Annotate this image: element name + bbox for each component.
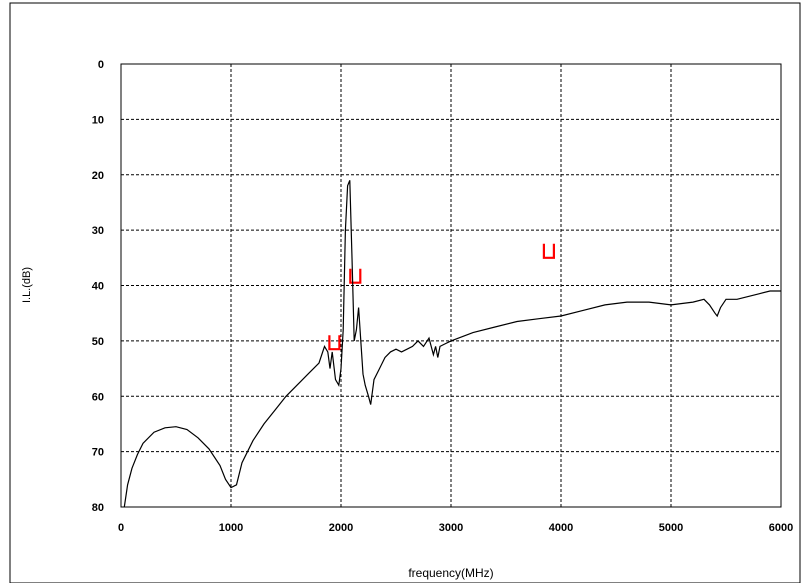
spec-limit-marker <box>349 268 362 284</box>
x-axis-label: frequency(MHz) <box>408 566 493 580</box>
spec-limit-marker <box>542 243 555 259</box>
gridlines <box>121 64 781 507</box>
y-axis-label: I.L.(dB) <box>21 267 33 303</box>
y-tick-label: 30 <box>92 225 104 237</box>
x-tick-label: 1000 <box>219 522 243 534</box>
x-tick-label: 4000 <box>549 522 573 534</box>
insertion-loss-line <box>123 180 781 508</box>
x-tick-label: 0 <box>118 522 124 534</box>
spec-limit-marker <box>328 335 341 351</box>
y-tick-label: 60 <box>92 391 104 403</box>
y-tick-label: 10 <box>92 114 104 126</box>
x-tick-labels: 0 1000 2000 3000 4000 5000 6000 <box>118 522 793 534</box>
x-tick-label: 6000 <box>769 522 793 534</box>
y-tick-label: 50 <box>92 336 104 348</box>
y-tick-label: 80 <box>92 502 104 514</box>
y-tick-labels: 0 10 20 30 40 50 60 70 80 <box>92 59 104 514</box>
spec-markers <box>328 243 555 351</box>
y-tick-label: 20 <box>92 170 104 182</box>
y-tick-label: 40 <box>92 281 104 293</box>
x-tick-label: 2000 <box>329 522 353 534</box>
x-tick-label: 5000 <box>659 522 683 534</box>
x-tick-label: 3000 <box>439 522 463 534</box>
y-tick-label: 0 <box>98 59 104 71</box>
y-tick-label: 70 <box>92 447 104 459</box>
